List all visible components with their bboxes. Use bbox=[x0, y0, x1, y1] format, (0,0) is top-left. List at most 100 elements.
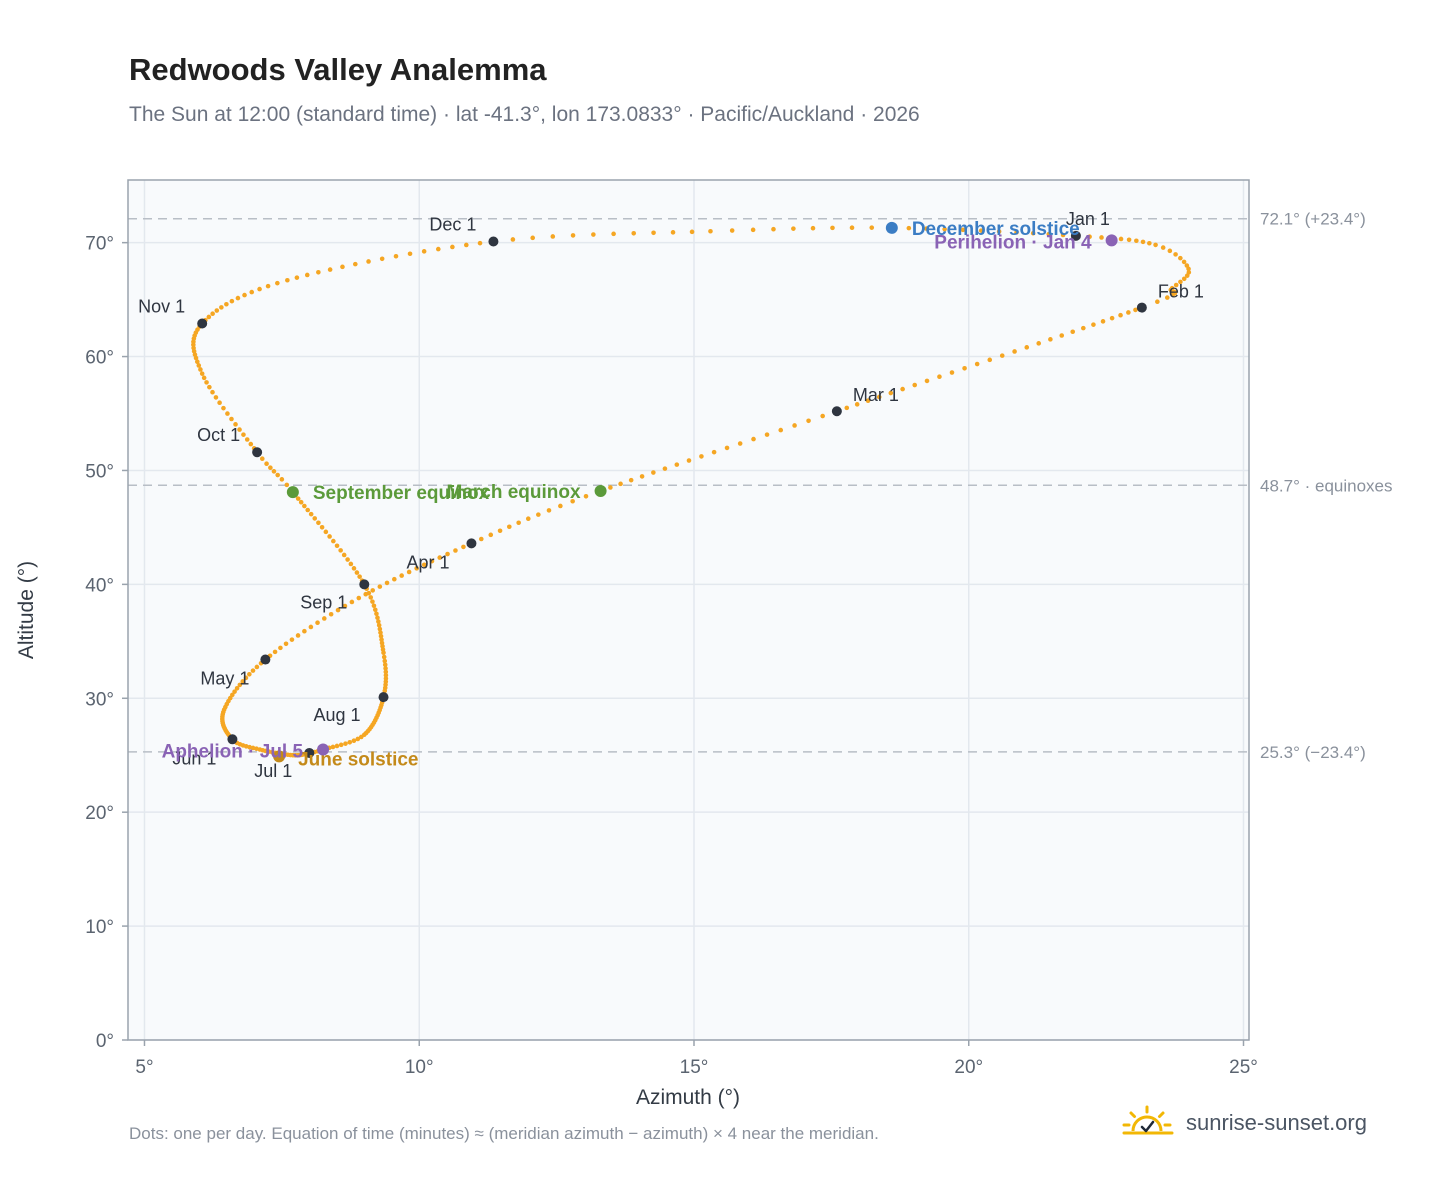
day-dot bbox=[937, 374, 942, 380]
day-dot bbox=[771, 226, 776, 232]
day-dot bbox=[345, 557, 350, 562]
day-dot bbox=[210, 311, 215, 317]
month-label: Feb 1 bbox=[1158, 282, 1204, 302]
x-tick-label: 10° bbox=[405, 1057, 434, 1078]
day-dot bbox=[213, 395, 219, 400]
day-dot bbox=[461, 544, 466, 550]
plot-frame bbox=[127, 179, 1250, 1041]
day-dot bbox=[407, 251, 413, 257]
day-dot bbox=[674, 462, 680, 467]
day-dot bbox=[221, 405, 226, 411]
day-dot bbox=[335, 607, 341, 613]
day-dot bbox=[406, 569, 412, 575]
plot-area bbox=[128, 180, 1249, 1040]
day-dot bbox=[830, 225, 835, 231]
day-dot bbox=[371, 603, 377, 609]
day-dot bbox=[536, 512, 541, 517]
day-dot bbox=[888, 390, 894, 396]
day-dot bbox=[229, 298, 235, 304]
reference-line-label: 48.7° · equinoxes bbox=[1260, 476, 1393, 495]
month-label: Sep 1 bbox=[300, 592, 347, 612]
day-dot bbox=[1046, 231, 1052, 237]
day-dot bbox=[250, 668, 256, 673]
event-label: Perihelion · Jan 4 bbox=[934, 232, 1092, 253]
day-dot bbox=[546, 508, 552, 513]
day-dot bbox=[530, 235, 535, 241]
day-dot bbox=[357, 574, 362, 579]
day-dot bbox=[962, 365, 967, 371]
month-label: May 1 bbox=[200, 669, 249, 689]
day-dot bbox=[244, 437, 250, 442]
month-label: Apr 1 bbox=[406, 552, 449, 572]
day-dot bbox=[1087, 234, 1092, 239]
day-dot bbox=[906, 225, 912, 231]
day-dot bbox=[478, 536, 484, 542]
day-dot bbox=[340, 264, 345, 270]
day-dot bbox=[383, 672, 389, 678]
day-dot bbox=[295, 496, 301, 501]
day-dot bbox=[583, 493, 589, 499]
day-dot bbox=[708, 228, 713, 234]
day-dot bbox=[639, 474, 645, 479]
day-dot bbox=[844, 405, 850, 411]
day-dot bbox=[338, 742, 344, 748]
day-dot bbox=[378, 630, 383, 635]
day-dot bbox=[1118, 312, 1123, 318]
month-label: Jul 1 bbox=[254, 761, 292, 781]
day-dot bbox=[631, 230, 637, 236]
event-marker bbox=[1105, 234, 1118, 247]
day-dot bbox=[368, 595, 374, 600]
day-dot bbox=[429, 558, 435, 564]
month-marker bbox=[227, 734, 238, 745]
day-dot bbox=[196, 363, 202, 368]
month-marker bbox=[260, 654, 271, 665]
day-dot bbox=[366, 590, 372, 596]
x-axis: 5° 10° 15° 20° 25° bbox=[135, 1040, 1258, 1078]
day-dot bbox=[1014, 230, 1019, 235]
day-dot bbox=[379, 256, 385, 262]
day-dot bbox=[268, 465, 273, 471]
day-dot bbox=[611, 231, 616, 237]
day-dot bbox=[234, 686, 240, 691]
day-dot bbox=[1081, 325, 1086, 331]
day-dot bbox=[987, 357, 993, 363]
day-dot bbox=[924, 226, 929, 231]
day-dot bbox=[233, 422, 238, 427]
day-dot bbox=[315, 620, 320, 625]
day-dot bbox=[355, 736, 361, 742]
day-dot bbox=[225, 411, 230, 416]
day-dot bbox=[349, 599, 355, 605]
day-dot bbox=[750, 227, 756, 233]
footnote: Dots: one per day. Equation of time (min… bbox=[129, 1124, 879, 1143]
day-dot bbox=[806, 418, 811, 424]
day-dot bbox=[338, 548, 343, 553]
x-axis-label: Azimuth (°) bbox=[636, 1086, 740, 1109]
event-label: December solstice bbox=[912, 219, 1080, 240]
day-dot bbox=[383, 676, 389, 681]
day-dot bbox=[651, 230, 656, 236]
day-dot bbox=[525, 516, 531, 522]
chart-title: Redwoods Valley Analemma bbox=[129, 52, 547, 87]
day-dot bbox=[662, 466, 668, 471]
day-dot bbox=[464, 242, 469, 248]
month-label: Jan 1 bbox=[1066, 209, 1110, 229]
day-dot bbox=[285, 277, 290, 283]
day-dot bbox=[206, 314, 212, 320]
day-dot bbox=[421, 562, 427, 568]
y-tick-label: 0° bbox=[96, 1031, 114, 1052]
day-dot bbox=[849, 225, 855, 230]
day-dot bbox=[319, 524, 325, 530]
day-dot bbox=[1133, 307, 1138, 313]
day-dot bbox=[207, 384, 212, 390]
day-dot bbox=[516, 520, 521, 526]
day-dot bbox=[334, 543, 340, 549]
day-dot bbox=[201, 375, 207, 381]
day-dot bbox=[869, 225, 875, 230]
y-tick-label: 30° bbox=[85, 689, 114, 710]
day-dot bbox=[374, 611, 379, 617]
day-dot bbox=[322, 616, 327, 621]
brand[interactable]: sunrise-sunset.org bbox=[1120, 1100, 1367, 1146]
sun-logo-icon bbox=[1122, 1105, 1174, 1135]
day-dot bbox=[1186, 266, 1191, 272]
day-dot bbox=[305, 507, 311, 513]
